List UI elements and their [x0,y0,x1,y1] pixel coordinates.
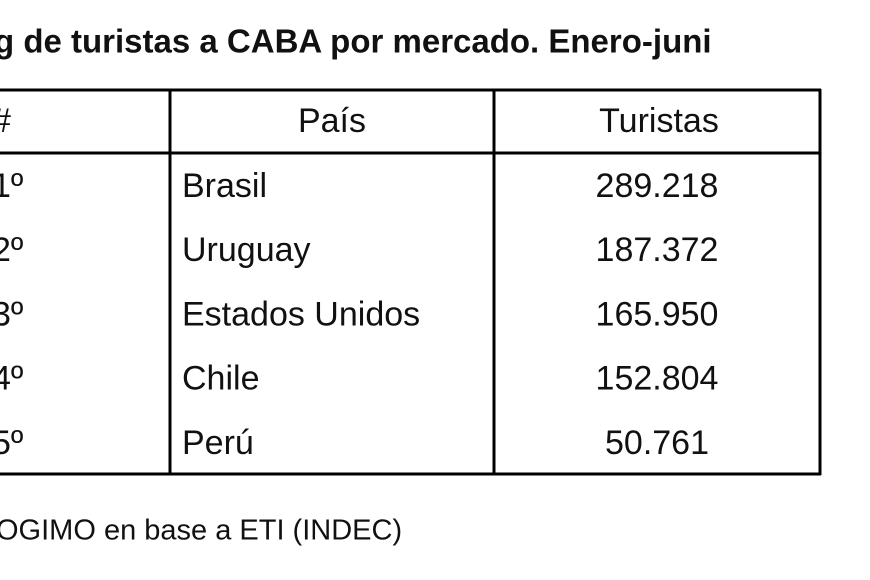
table-cell: 5º [0,424,23,462]
table-cell: Brasil [182,167,267,205]
table-cell: Estados Unidos [182,295,420,333]
table-cell: Chile [182,360,259,398]
footer: OGIMO en base a ETI (INDEC) [0,515,402,547]
table [0,88,822,476]
table-cell: Perú [182,424,254,462]
table-cell: 289.218 [596,167,719,205]
header-cell: # [0,102,11,140]
table-cell: 2º [0,231,23,269]
table-cell: 165.950 [596,295,719,333]
table-cell: 152.804 [596,360,719,398]
header-cell: Turistas [599,102,719,140]
table-cell: Uruguay [182,231,311,269]
table-cell: 50.761 [605,424,709,462]
table-cell: 4º [0,360,23,398]
table-cell: 1º [0,167,23,205]
table-cell: 187.372 [596,231,719,269]
header-cell: País [298,102,366,140]
table-cell: 3º [0,295,23,333]
title: g de turistas a CABA por mercado. Enero-… [0,23,712,60]
